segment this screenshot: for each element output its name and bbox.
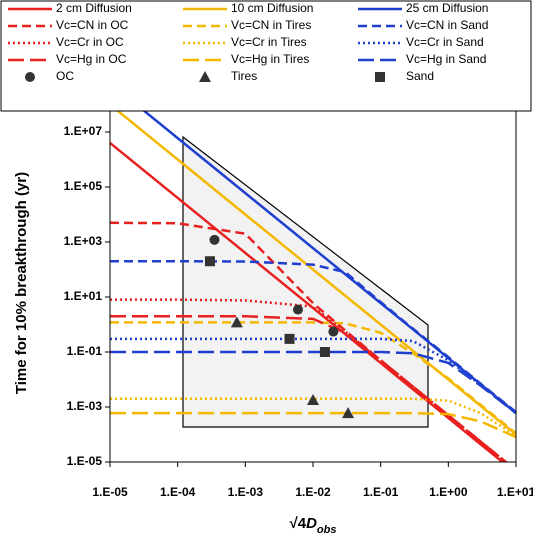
x-title-part: obs <box>317 524 337 536</box>
marker <box>25 72 35 82</box>
series-line <box>110 337 516 414</box>
x-tick-label: 1.E+01 <box>497 485 533 499</box>
series-line <box>110 298 508 462</box>
legend <box>0 0 532 112</box>
legend-label: Vc=CN in OC <box>56 18 129 32</box>
marker <box>292 304 303 315</box>
marker <box>199 71 211 82</box>
series-line <box>110 397 516 437</box>
legend-label: Tires <box>231 69 257 83</box>
y-tick-label: 1.E-01 <box>67 344 103 358</box>
x-axis-title: √4Dobs <box>290 515 337 536</box>
x-title-part: √4 <box>290 515 307 532</box>
series-line <box>110 350 516 415</box>
y-axis-title: Time for 10% breakthrough (yr) <box>13 172 30 394</box>
legend-label: 2 cm Diffusion <box>56 1 132 15</box>
legend-label: Vc=Hg in Tires <box>231 52 309 66</box>
series-line <box>110 411 516 439</box>
y-tick-label: 1.E+07 <box>64 124 103 138</box>
y-tick-label: 1.E-03 <box>67 399 103 413</box>
marker <box>204 256 215 267</box>
legend-label: Vc=Cr in Sand <box>406 35 484 49</box>
series-line <box>110 321 516 435</box>
x-tick-label: 1.E-05 <box>92 485 128 499</box>
legend-label: 10 cm Diffusion <box>231 1 313 15</box>
y-tick-label: 1.E+03 <box>64 234 103 248</box>
plot-area <box>110 104 516 462</box>
x-tick-label: 1.E-04 <box>160 485 196 499</box>
marker <box>375 72 385 82</box>
legend-label: Vc=CN in Sand <box>406 18 488 32</box>
legend-label: Vc=Cr in Tires <box>231 35 307 49</box>
legend-label: Vc=Hg in OC <box>56 52 127 66</box>
marker <box>209 234 220 245</box>
marker <box>230 316 243 328</box>
marker <box>328 326 339 337</box>
legend-label: 25 cm Diffusion <box>406 1 488 15</box>
x-tick-label: 1.E-01 <box>363 485 399 499</box>
marker <box>319 347 330 357</box>
x-tick-label: 1.E-03 <box>228 485 264 499</box>
x-tick-label: 1.E+00 <box>429 485 468 499</box>
legend-label: Sand <box>406 69 434 83</box>
series-line <box>110 141 505 462</box>
marker <box>342 407 355 419</box>
legend-items: 2 cm Diffusion 10 cm Diffusion 25 cm Diffu… <box>8 1 488 83</box>
legend-label: Vc=Cr in OC <box>56 35 124 49</box>
envelope-region <box>182 135 429 428</box>
marker <box>307 393 319 405</box>
series-line <box>110 104 516 436</box>
legend-label: Vc=CN in Tires <box>231 18 311 32</box>
y-tick-label: 1.E+01 <box>64 289 103 303</box>
marker <box>284 333 295 344</box>
legend-label: OC <box>56 69 74 83</box>
y-tick-label: 1.E+05 <box>64 179 103 193</box>
series-line <box>110 314 508 462</box>
y-tick-label: 1.E-05 <box>67 454 103 468</box>
x-tick-label: 1.E-02 <box>295 485 331 499</box>
x-title-part: D <box>306 515 317 532</box>
legend-label: Vc=Hg in Sand <box>406 52 486 66</box>
